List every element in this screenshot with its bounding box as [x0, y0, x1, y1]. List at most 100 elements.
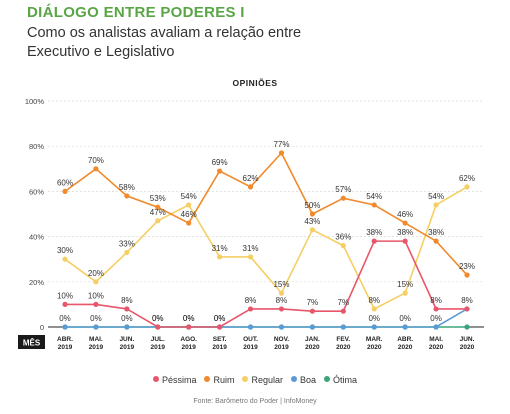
source-note: Fonte: Barômetro do Poder | InfoMoney: [193, 398, 317, 405]
data-label: 69%: [212, 158, 228, 167]
x-tick-label: 2020: [336, 344, 351, 351]
data-label: 0%: [214, 314, 226, 323]
y-tick-label: 0: [40, 323, 44, 332]
y-tick-label: 20%: [29, 278, 44, 287]
data-point: [62, 301, 68, 307]
data-point: [464, 324, 470, 330]
data-label: 0%: [399, 314, 411, 323]
data-label: 8%: [245, 296, 257, 305]
x-tick-label: SET.: [213, 336, 227, 343]
data-label: 0%: [121, 314, 133, 323]
x-tick-label: OUT.: [243, 336, 258, 343]
data-label: 60%: [57, 178, 73, 187]
data-label: 36%: [335, 233, 351, 242]
x-axis-label-box: [18, 335, 45, 349]
y-tick-label: 60%: [29, 187, 44, 196]
x-tick-label: AGO.: [180, 336, 197, 343]
data-label: 31%: [243, 244, 259, 253]
x-tick-label: 2019: [274, 344, 289, 351]
x-tick-label: 2019: [120, 344, 135, 351]
data-point: [309, 227, 315, 233]
x-tick-label: JAN.: [305, 336, 320, 343]
x-tick-label: ABR.: [397, 336, 413, 343]
data-point: [124, 306, 130, 312]
data-label: 54%: [428, 192, 444, 201]
legend-swatch: [291, 376, 298, 382]
series-line-boa: [65, 308, 468, 328]
data-label: 15%: [273, 280, 289, 289]
y-tick-label: 80%: [29, 142, 44, 151]
data-label: 8%: [461, 296, 473, 305]
data-point: [309, 308, 315, 314]
data-label: 31%: [212, 244, 228, 253]
x-tick-label: 2019: [243, 344, 258, 351]
x-tick-label: JUN.: [119, 336, 134, 343]
x-tick-label: MAI.: [429, 336, 443, 343]
data-label: 10%: [57, 291, 73, 300]
data-point: [371, 306, 377, 312]
legend-swatch: [152, 376, 159, 382]
data-point: [278, 306, 285, 312]
data-label: 50%: [304, 201, 320, 210]
chart-heading: OPINIÕES: [232, 78, 278, 88]
legend-swatch: [324, 376, 331, 382]
data-point: [155, 324, 161, 330]
data-label: 38%: [397, 228, 413, 237]
x-tick-label: 2019: [181, 344, 196, 351]
legend-label: Ótima: [333, 375, 358, 385]
data-point: [433, 202, 439, 208]
data-point: [247, 184, 254, 190]
data-label: 0%: [183, 314, 195, 323]
data-point: [247, 254, 254, 260]
data-point: [371, 238, 377, 244]
legend-item: Péssima: [152, 375, 196, 385]
data-point: [402, 324, 408, 330]
legend-item: Regular: [242, 375, 283, 385]
data-label: 54%: [181, 192, 197, 201]
data-label: 38%: [366, 228, 382, 237]
x-tick-label: MAR.: [366, 336, 383, 343]
data-point: [278, 324, 285, 330]
x-tick-label: 2020: [367, 344, 382, 351]
legend-item: Ruim: [204, 375, 234, 385]
data-point: [371, 324, 377, 330]
x-tick-label: 2020: [398, 344, 413, 351]
data-label: 62%: [243, 174, 259, 183]
legend-label: Ruim: [213, 375, 235, 385]
data-label: 57%: [335, 185, 351, 194]
data-label: 47%: [150, 208, 166, 217]
x-tick-label: JUN.: [460, 336, 475, 343]
data-point: [247, 306, 254, 312]
data-point: [62, 188, 68, 194]
legend-label: Boa: [300, 375, 317, 385]
data-point: [186, 220, 192, 226]
data-point: [155, 204, 161, 210]
data-label: 0%: [152, 314, 164, 323]
data-point: [124, 324, 130, 330]
data-point: [124, 249, 130, 256]
data-point: [309, 324, 315, 330]
data-point: [402, 220, 408, 226]
data-point: [124, 193, 130, 199]
data-point: [93, 301, 99, 307]
series-line-regular: [64, 186, 468, 311]
x-tick-label: 2020: [460, 344, 475, 351]
data-label: 7%: [338, 298, 350, 307]
chart-title: DIÁLOGO ENTRE PODERES I: [27, 4, 245, 21]
data-point: [309, 211, 315, 217]
data-label: 53%: [150, 194, 166, 203]
data-label: 0%: [59, 314, 71, 323]
data-label: 0%: [183, 314, 195, 323]
data-point: [278, 150, 285, 156]
data-point: [402, 290, 408, 296]
y-tick-label: 100%: [25, 97, 45, 106]
legend-item: Boa: [291, 375, 316, 385]
legend-swatch: [204, 376, 211, 382]
x-tick-label: NOV.: [274, 336, 289, 343]
x-tick-label: ABR.: [57, 336, 73, 343]
data-label: 7%: [307, 298, 319, 307]
x-axis-label: MÊS: [23, 339, 41, 348]
data-point: [340, 243, 346, 249]
data-label: 33%: [119, 239, 135, 248]
